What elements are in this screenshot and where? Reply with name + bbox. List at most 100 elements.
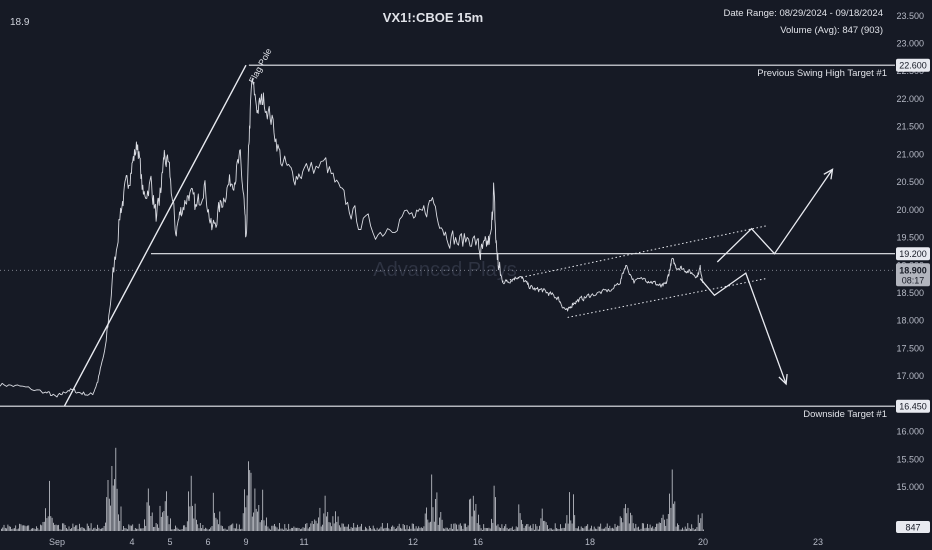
volume-bar — [478, 514, 479, 531]
volume-bar — [183, 525, 184, 531]
volume-bar — [155, 523, 157, 531]
volume-bar — [36, 526, 37, 531]
volume-bar — [30, 528, 32, 531]
volume-bar — [121, 529, 123, 531]
current-price-tag: 18.900 — [899, 265, 927, 275]
volume-bar — [170, 518, 171, 531]
volume-bar — [146, 502, 148, 531]
volume-bar — [445, 527, 447, 531]
volume-bar — [10, 526, 11, 531]
volume-bar — [437, 524, 439, 531]
volume-bar — [697, 514, 699, 531]
volume-bar — [51, 517, 53, 531]
volume-bar — [388, 528, 390, 531]
volume-bar — [513, 529, 514, 531]
volume-bar — [220, 525, 222, 531]
volume-bar — [562, 527, 564, 531]
volume-bar — [518, 504, 520, 531]
volume-bar — [700, 518, 702, 531]
volume-bar — [236, 523, 238, 531]
volume-bar — [197, 524, 199, 531]
bullish-projection-arrow[interactable] — [716, 169, 834, 263]
volume-bar — [324, 495, 326, 531]
y-tick-label: 23.000 — [896, 39, 924, 49]
time-axis[interactable]: Sep 4 5 6 9 11 12 16 18 20 23 — [49, 537, 823, 547]
volume-bar — [656, 523, 657, 531]
volume-bar — [463, 523, 465, 531]
volume-bar — [203, 529, 205, 531]
volume-bar — [23, 525, 24, 531]
volume-bar — [212, 492, 214, 531]
volume-bar — [540, 518, 542, 531]
volume-bar — [332, 516, 334, 531]
volume-bar — [94, 527, 96, 531]
volume-bar — [687, 523, 689, 531]
volume-bar — [387, 523, 388, 531]
volume-bar — [552, 529, 553, 531]
volume-bar — [396, 528, 397, 531]
volume-bar — [259, 522, 261, 531]
bearish-projection-arrow[interactable] — [699, 272, 787, 385]
volume-bar — [553, 529, 555, 531]
volume-bar — [498, 527, 500, 531]
volume-bar — [136, 528, 137, 531]
volume-bar — [29, 529, 31, 531]
volume-bar — [270, 529, 271, 531]
volume-bar — [534, 529, 535, 531]
channel-lower-line[interactable] — [567, 278, 766, 318]
y-tick-label: 16.000 — [896, 427, 924, 437]
volume-bar — [63, 523, 65, 531]
volume-bar — [430, 521, 431, 531]
volume-bar — [88, 525, 89, 531]
volume-bar — [140, 528, 141, 531]
volume-bar — [318, 517, 319, 531]
volume-bar — [535, 524, 537, 531]
volume-bar — [670, 507, 672, 531]
volume-bar — [366, 528, 368, 531]
flag-pole-line[interactable] — [63, 64, 247, 407]
volume-bar — [42, 522, 44, 531]
channel-upper-line[interactable] — [501, 225, 766, 282]
y-tick-label: 18.500 — [896, 288, 924, 298]
volume-bar — [402, 524, 404, 531]
volume-bar — [157, 524, 158, 531]
volume-bar — [164, 501, 166, 531]
volume-bar — [349, 528, 351, 531]
volume-bar — [566, 515, 568, 531]
volume-bar — [362, 529, 364, 531]
volume-bar — [483, 524, 485, 531]
volume-bar — [657, 523, 659, 531]
volume-bar — [224, 528, 226, 531]
volume-bar — [176, 527, 178, 531]
volume-bar — [586, 525, 587, 531]
volume-bar — [228, 526, 230, 531]
y-tick-label: 19.500 — [896, 233, 924, 243]
volume-bar — [649, 524, 651, 531]
volume-bar — [641, 523, 643, 531]
volume-bar — [112, 485, 114, 531]
volume-bar — [17, 528, 19, 531]
volume-bar — [163, 511, 165, 531]
volume-bar — [345, 526, 347, 531]
volume-bar — [368, 525, 370, 531]
volume-bar — [453, 523, 455, 531]
volume-bar — [250, 472, 252, 531]
volume-bar — [415, 526, 417, 531]
volume-bar — [33, 528, 35, 531]
volume-bar — [301, 528, 303, 531]
volume-bar — [335, 511, 336, 531]
volume-average-label: Volume (Avg): 847 (903) — [780, 25, 883, 36]
volume-bar — [361, 523, 362, 531]
volume-bar — [116, 488, 118, 531]
volume-bar — [111, 466, 113, 531]
volume-bar — [574, 515, 576, 531]
volume-bar — [159, 505, 161, 531]
volume-bar — [193, 518, 195, 531]
volume-bar — [261, 520, 262, 531]
volume-bar — [495, 497, 496, 531]
volume-bar — [401, 528, 403, 531]
volume-bar — [526, 524, 527, 531]
volume-bar — [484, 527, 486, 531]
volume-bar — [214, 512, 215, 531]
